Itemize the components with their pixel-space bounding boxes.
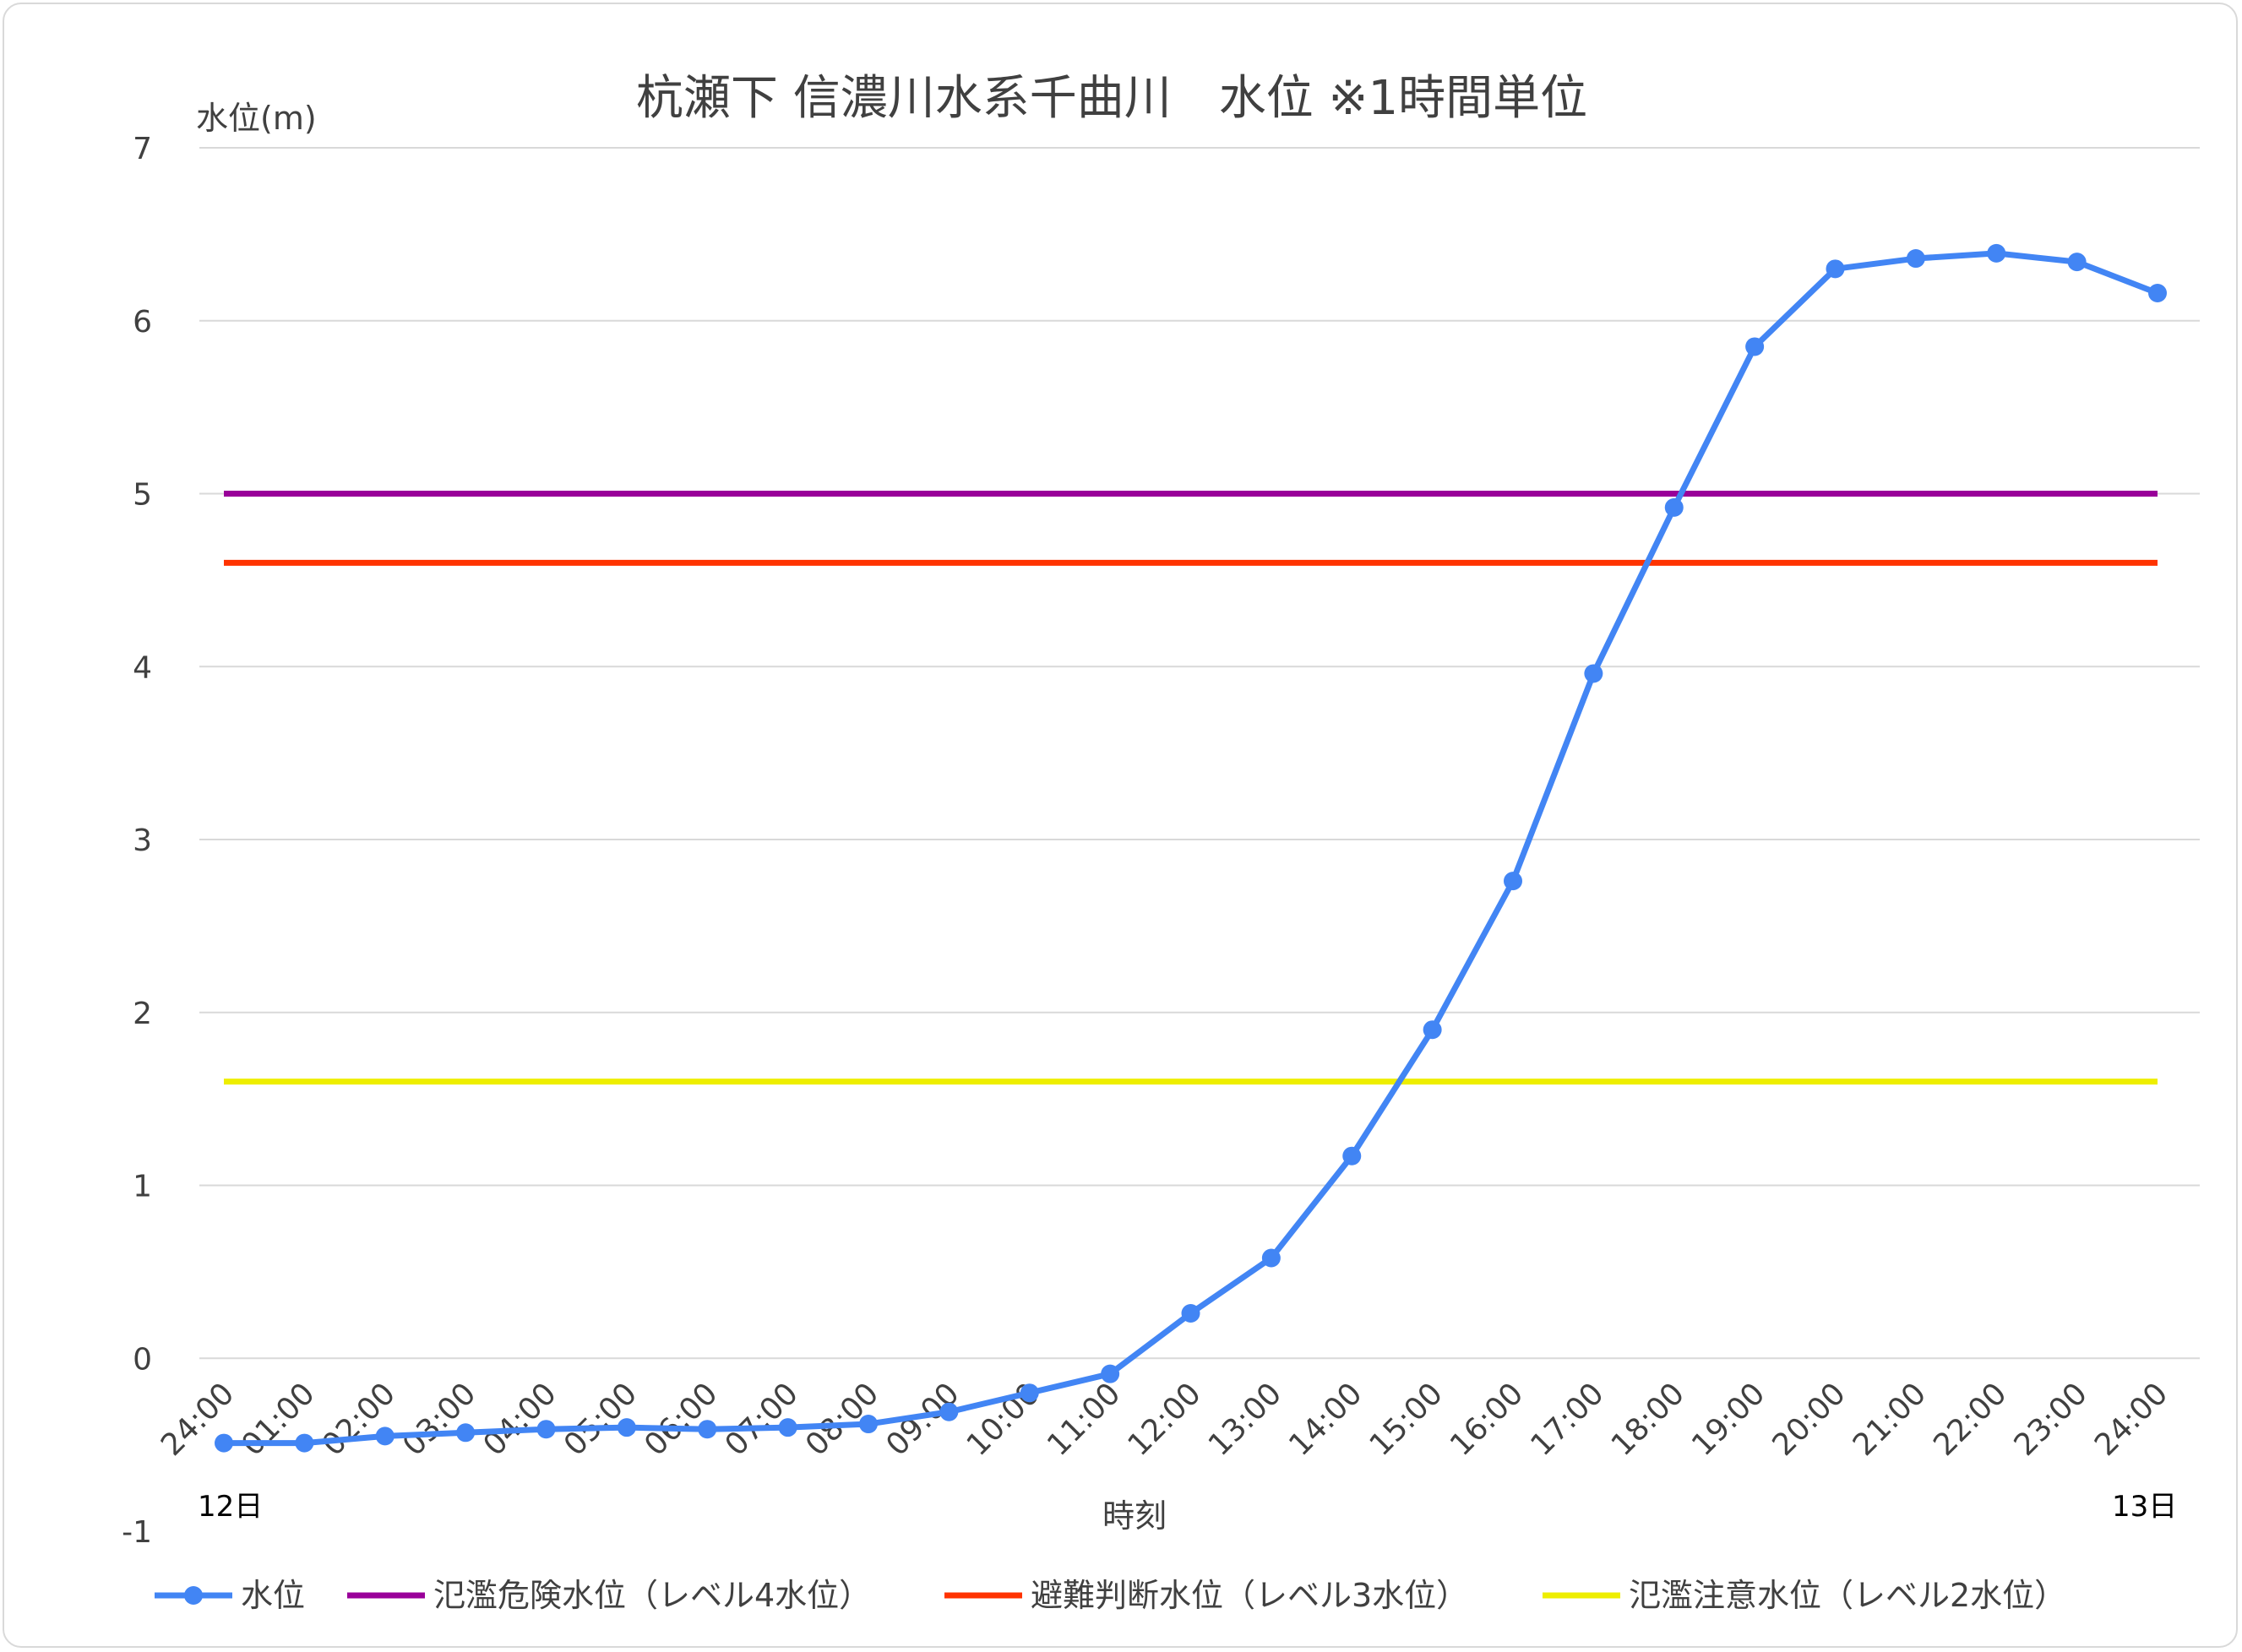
x-tick-label: 03:00 (396, 1377, 482, 1463)
data-point (859, 1415, 878, 1434)
x-tick-label: 18:00 (1605, 1377, 1691, 1463)
data-point (698, 1420, 717, 1439)
data-point (2148, 283, 2167, 302)
x-tick-label: 04:00 (477, 1377, 563, 1463)
data-point (1745, 337, 1765, 356)
data-point (1664, 497, 1684, 517)
x-tick-label: 14:00 (1282, 1377, 1369, 1463)
data-point (295, 1433, 314, 1453)
legend-marker (184, 1586, 203, 1605)
x-tick-label: 16:00 (1444, 1377, 1530, 1463)
legend-label: 水位 (241, 1577, 305, 1614)
y-tick-label: 0 (133, 1342, 152, 1377)
grid-layer (199, 147, 2200, 1360)
water-level-line (224, 250, 2159, 1447)
y-tick-label: 2 (133, 997, 152, 1031)
y-tick-label: 3 (133, 823, 152, 858)
data-point (1261, 1248, 1281, 1268)
x-tick-labels: 24:0001:0002:0003:0004:0005:0006:0007:00… (155, 1377, 2174, 1463)
date-end-label: 13日 (2112, 1490, 2177, 1524)
data-point (1584, 664, 1603, 683)
y-tick-label: 7 (133, 132, 152, 166)
data-point (1987, 243, 2006, 263)
chart-frame (3, 3, 2238, 1648)
x-tick-label: 12:00 (1122, 1377, 1208, 1463)
legend-label: 避難判断水位（レベル3水位） (1031, 1577, 1468, 1614)
x-tick-label: 15:00 (1363, 1377, 1450, 1463)
x-tick-label: 06:00 (638, 1377, 724, 1463)
chart-title: 杭瀬下 信濃川水系千曲川 水位 ※1時間単位 (636, 71, 1587, 126)
data-point (1826, 259, 1845, 279)
data-point (1020, 1383, 1039, 1403)
data-point (1423, 1020, 1442, 1040)
data-point (1342, 1146, 1362, 1166)
legend-label: 氾濫危険水位（レベル4水位） (433, 1577, 871, 1614)
legend-label: 氾濫注意水位（レベル2水位） (1629, 1577, 2066, 1614)
data-point (1504, 872, 1522, 891)
y-tick-label: 1 (133, 1170, 152, 1204)
y-tick-label: -1 (122, 1515, 152, 1550)
data-point (1181, 1304, 1200, 1323)
data-point (2067, 253, 2087, 272)
x-tick-label: 24:00 (2088, 1377, 2174, 1463)
data-point (1906, 249, 1925, 269)
x-tick-label: 23:00 (2008, 1377, 2094, 1463)
x-tick-label: 17:00 (1524, 1377, 1610, 1463)
x-tick-label: 19:00 (1685, 1377, 1771, 1463)
data-point (456, 1423, 476, 1443)
x-tick-label: 13:00 (1202, 1377, 1288, 1463)
data-point (215, 1433, 233, 1453)
x-tick-label: 22:00 (1927, 1377, 2013, 1463)
data-point (617, 1418, 636, 1437)
x-tick-label: 21:00 (1847, 1377, 1933, 1463)
y-tick-label: 4 (133, 650, 152, 685)
y-tick-label: 6 (133, 305, 152, 340)
x-axis-label: 時刻 (1102, 1497, 1167, 1535)
data-point (375, 1426, 395, 1446)
x-tick-label: 02:00 (316, 1377, 402, 1463)
data-point (1101, 1364, 1120, 1383)
y-axis-label: 水位(m) (196, 100, 317, 137)
legend: 水位 氾濫危険水位（レベル4水位） 避難判断水位（レベル3水位） 氾濫注意水位（レベル… (155, 1577, 2066, 1614)
y-tick-label: 5 (133, 478, 152, 513)
date-start-label: 12日 (198, 1490, 263, 1524)
data-point (939, 1402, 959, 1421)
data-point (536, 1420, 556, 1439)
y-tick-labels: -1 0 1 2 3 4 5 6 7 (122, 132, 152, 1550)
x-tick-label: 20:00 (1766, 1377, 1853, 1463)
data-point (778, 1418, 797, 1437)
series-layer (215, 243, 2167, 1453)
